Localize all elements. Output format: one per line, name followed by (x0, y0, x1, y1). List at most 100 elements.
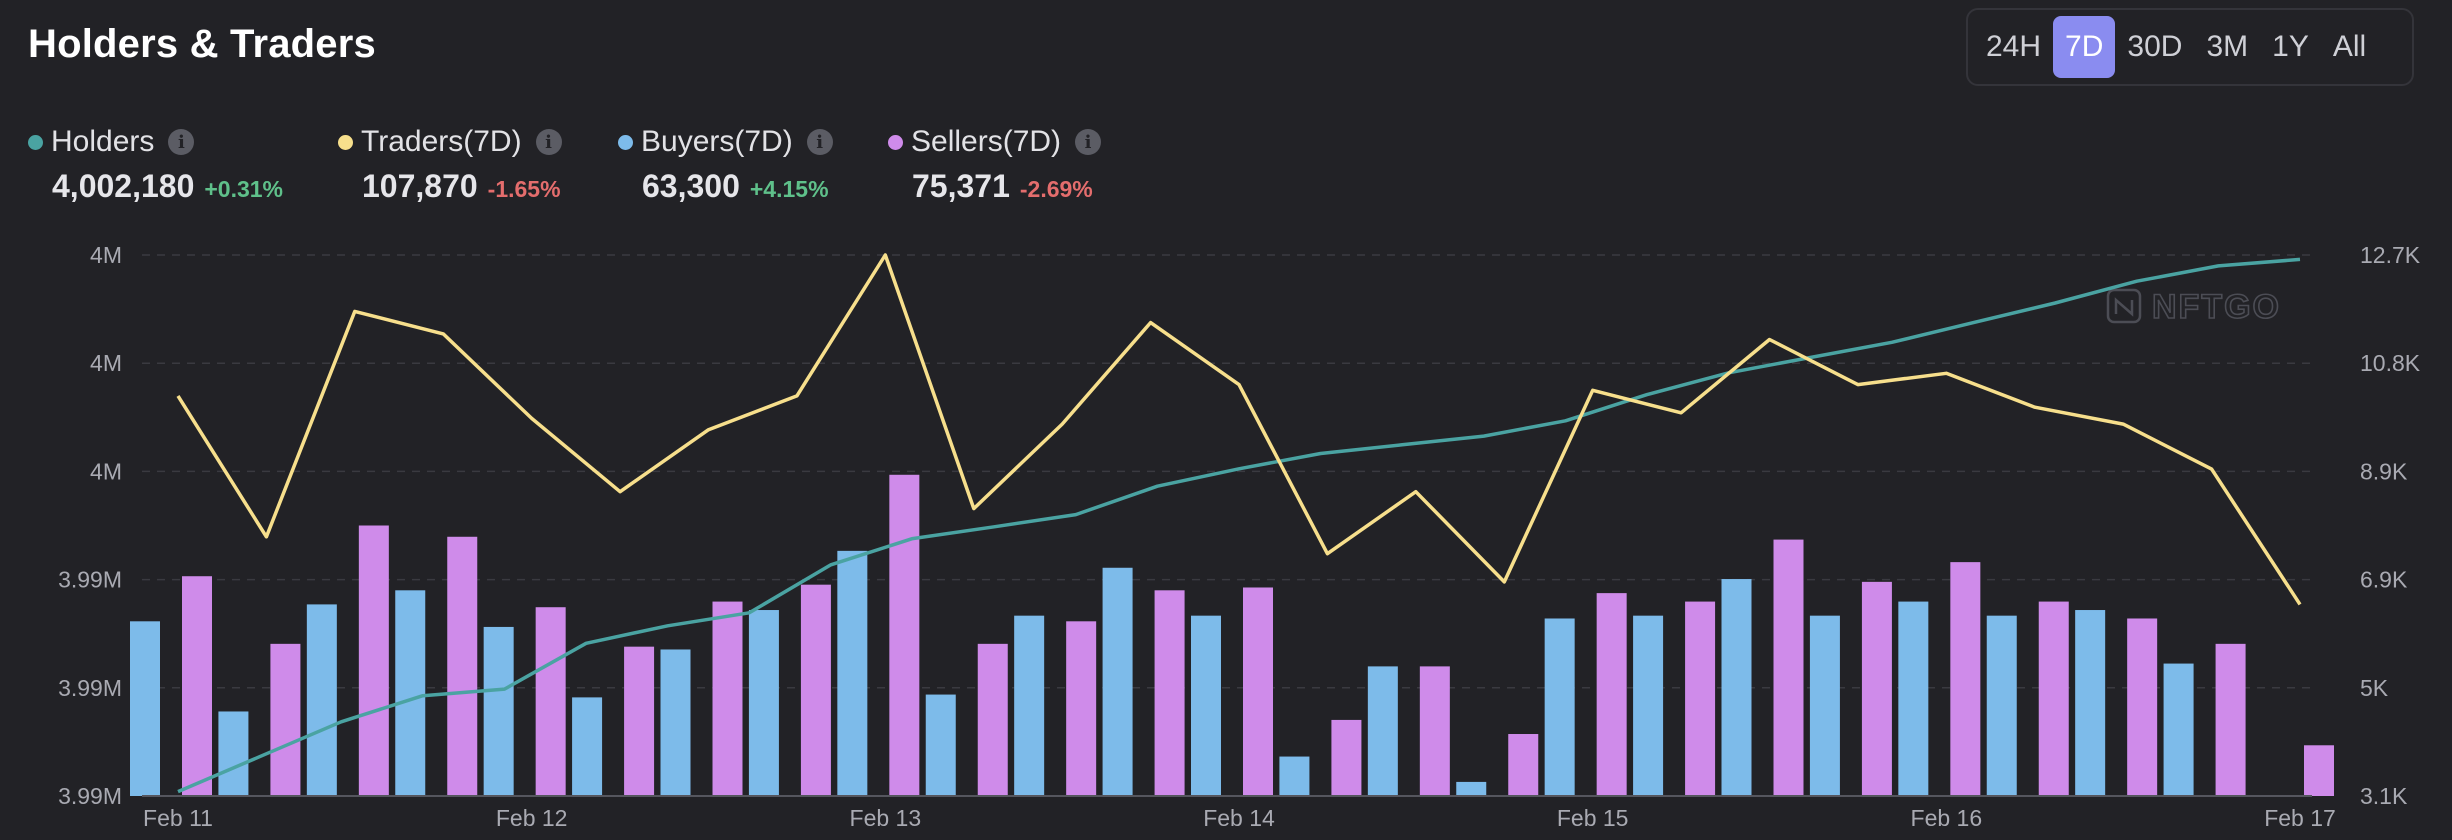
buyers-bar[interactable] (1544, 618, 1575, 796)
nftgo-logo-icon (2106, 288, 2142, 324)
buyers-bar[interactable] (1898, 601, 1929, 796)
buyers-bar[interactable] (925, 694, 956, 796)
sellers-bar[interactable] (358, 525, 389, 797)
stat-change: -1.65% (487, 176, 561, 202)
buyers-bar[interactable] (1986, 615, 2017, 796)
sellers-bar[interactable] (712, 601, 743, 796)
range-button-30d[interactable]: 30D (2127, 30, 2183, 63)
legend-item-holders[interactable]: Holders i 4,002,180 +0.31% (28, 122, 283, 205)
buyers-bar[interactable] (1721, 579, 1752, 796)
info-icon[interactable]: i (806, 129, 833, 155)
left-tick-label: 3.99M (58, 783, 122, 809)
sellers-bar[interactable] (1773, 539, 1804, 796)
range-button-all[interactable]: All (2332, 30, 2367, 63)
left-tick-label: 4M (90, 350, 122, 376)
stat-change: +4.15% (749, 176, 829, 202)
buyers-bar[interactable] (395, 590, 426, 796)
x-tick-label: Feb 17 (2264, 805, 2336, 831)
legend-item-tradersd[interactable]: Traders(7D) i 107,870 -1.65% (338, 122, 562, 205)
right-tick-label: 6.9K (2360, 567, 2408, 593)
sellers-bar[interactable] (2127, 618, 2158, 796)
sellers-bar[interactable] (1596, 593, 1627, 796)
buyers-bar[interactable] (2163, 663, 2194, 796)
info-icon[interactable]: i (168, 129, 195, 155)
sellers-bar[interactable] (1950, 562, 1981, 796)
buyers-bar[interactable] (130, 621, 160, 796)
sellers-bar[interactable] (800, 584, 831, 796)
buyers-bar[interactable] (1102, 567, 1133, 796)
sellers-bar[interactable] (535, 607, 566, 796)
x-tick-label: Feb 14 (1203, 805, 1275, 831)
right-tick-label: 12.7K (2360, 242, 2421, 268)
buyers-bar[interactable] (306, 604, 337, 796)
stat-value: 63,300 (642, 168, 740, 204)
sellers-bar[interactable] (1419, 666, 1450, 796)
left-axis-ticks: 3.99M 3.99M 3.99M 4M 4M 4M (58, 242, 122, 809)
bar-series (130, 474, 2334, 797)
buyers-bar[interactable] (218, 711, 249, 796)
sellers-bar[interactable] (1685, 601, 1716, 796)
sellers-bar[interactable] (2215, 643, 2246, 796)
sellers-bar[interactable] (2038, 601, 2069, 796)
sellers-bar[interactable] (889, 474, 920, 796)
range-button-7d[interactable]: 7D (2053, 16, 2116, 78)
buyers-bar[interactable] (660, 649, 691, 796)
left-tick-label: 3.99M (58, 675, 122, 701)
buyers-bar[interactable] (1014, 615, 1045, 796)
left-tick-label: 4M (90, 242, 122, 268)
buyers-bar[interactable] (2075, 610, 2106, 796)
sellers-bar[interactable] (1861, 581, 1892, 796)
range-button-1y[interactable]: 1Y (2272, 30, 2309, 63)
buyers-bar[interactable] (483, 626, 514, 796)
right-tick-label: 10.8K (2360, 350, 2421, 376)
page-title: Holders & Traders (28, 22, 376, 66)
sellers-bar[interactable] (2304, 745, 2334, 796)
legend-item-buyersd[interactable]: Buyers(7D) i 63,300 +4.15% (618, 122, 833, 205)
buyers-bar[interactable] (1367, 666, 1398, 796)
traders-line[interactable] (176, 253, 2302, 606)
sellers-bar[interactable] (447, 536, 478, 796)
buyers-bar[interactable] (837, 550, 868, 796)
sellers-bar[interactable] (182, 576, 212, 796)
info-icon[interactable]: i (1075, 129, 1102, 155)
x-tick-label: Feb 16 (1911, 805, 1983, 831)
buyers-bar[interactable] (572, 697, 603, 796)
sellers-bar[interactable] (1243, 587, 1273, 796)
stat-value: 75,371 (912, 168, 1010, 204)
legend-label: Sellers(7D) (911, 125, 1062, 158)
x-tick-label: Feb 11 (143, 805, 213, 831)
series-color-dot (338, 134, 353, 150)
sellers-bar[interactable] (270, 643, 301, 796)
right-axis-ticks: 3.1K 5K 6.9K 8.9K 10.8K 12.7K (2360, 242, 2421, 809)
right-tick-label: 8.9K (2360, 458, 2408, 484)
buyers-bar[interactable] (748, 610, 779, 796)
range-button-24h[interactable]: 24H (1986, 30, 2042, 63)
line-series (176, 253, 2302, 794)
buyers-bar[interactable] (1279, 756, 1310, 796)
sellers-bar[interactable] (1508, 734, 1539, 796)
legend-label: Holders (51, 125, 155, 158)
buyers-bar[interactable] (1456, 781, 1487, 796)
holders-line[interactable] (177, 257, 2301, 794)
buyers-bar[interactable] (1191, 615, 1221, 796)
legend-item-sellersd[interactable]: Sellers(7D) i 75,371 -2.69% (888, 122, 1102, 205)
buyers-bar[interactable] (1633, 615, 1664, 796)
buyers-bar[interactable] (1809, 615, 1840, 796)
series-color-dot (618, 134, 633, 150)
right-tick-label: 5K (2360, 675, 2389, 701)
left-tick-label: 3.99M (58, 567, 122, 593)
x-axis-ticks: Feb 11 Feb 12 Feb 13 Feb 14 Feb 15 Feb 16 Feb … (143, 805, 2336, 831)
sellers-bar[interactable] (977, 643, 1008, 796)
right-tick-label: 3.1K (2360, 783, 2408, 809)
range-button-3m[interactable]: 3M (2206, 30, 2249, 63)
left-tick-label: 4M (90, 458, 122, 484)
legend-label: Buyers(7D) (641, 125, 793, 158)
info-icon[interactable]: i (535, 129, 562, 155)
sellers-bar[interactable] (1154, 590, 1185, 796)
x-tick-label: Feb 13 (850, 805, 922, 831)
sellers-bar[interactable] (624, 646, 655, 796)
x-tick-label: Feb 12 (496, 805, 568, 831)
sellers-bar[interactable] (1331, 719, 1362, 796)
sellers-bar[interactable] (1066, 621, 1097, 796)
